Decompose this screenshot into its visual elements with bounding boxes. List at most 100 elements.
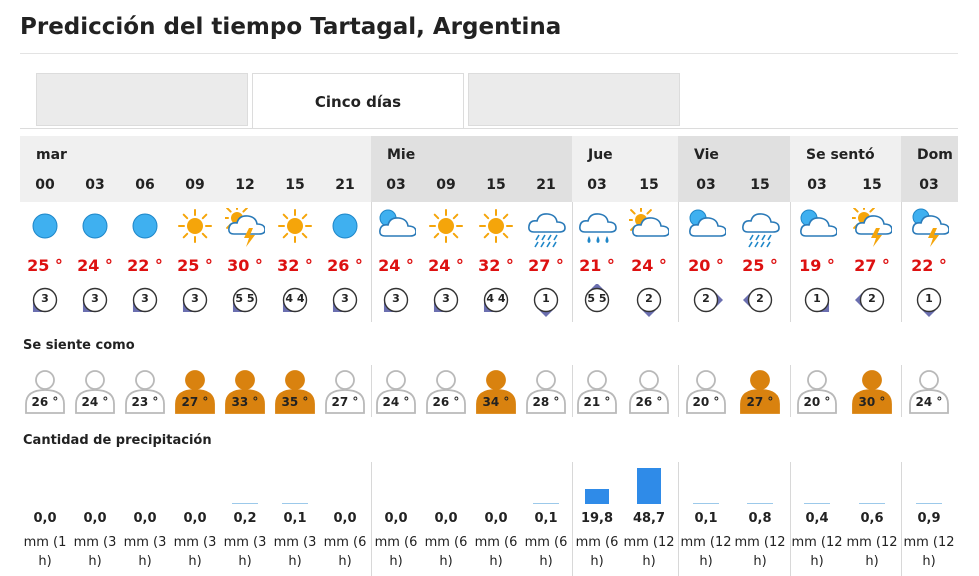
sun-icon — [275, 208, 315, 250]
person-icon — [795, 368, 839, 414]
page-title: Predicción del tiempo Tartagal, Argentin… — [20, 14, 562, 40]
moon-cloud-storm-icon — [909, 208, 950, 250]
tab-1[interactable] — [36, 73, 248, 126]
precipitation-label: Cantidad de precipitación — [23, 433, 212, 448]
precip-value: 0,0 — [434, 511, 458, 526]
precip-unit-line: h) — [539, 554, 553, 569]
hour-label: 00 — [35, 177, 55, 193]
wind-speed: 3 — [141, 292, 149, 305]
wind-indicator: 1 — [800, 284, 834, 318]
precip-value: 0,0 — [333, 511, 357, 526]
precip-unit-line: mm (12 — [903, 535, 955, 550]
precip-unit-line: h) — [489, 554, 503, 569]
wind-indicator: 1 — [529, 284, 563, 318]
precip-unit-line: mm (3 — [273, 535, 317, 550]
wind-indicator: 5 5 — [228, 284, 262, 318]
precip-value: 0,1 — [283, 511, 307, 526]
day-separator — [901, 365, 902, 417]
precip-unit: mm (12 h) — [791, 533, 843, 571]
feels-like-value: 24 ° — [382, 395, 410, 409]
tab-five-days[interactable]: Cinco días — [252, 73, 464, 129]
day-separator — [901, 202, 902, 322]
precip-unit-line: h) — [439, 554, 453, 569]
precip-unit: mm (6 h) — [520, 533, 572, 571]
feels-like-value: 33 ° — [231, 395, 259, 409]
day-separator — [371, 462, 372, 576]
precip-unit-line: h) — [642, 554, 656, 569]
day-separator — [371, 365, 372, 417]
day-separator — [371, 202, 372, 322]
hour-label: 15 — [750, 177, 770, 193]
wind-indicator: 1 — [912, 284, 946, 318]
hour-label: 06 — [135, 177, 155, 193]
feels-like-value: 24 ° — [81, 395, 109, 409]
precip-unit: mm (1 h) — [19, 533, 71, 571]
precip-unit: mm (12 h) — [623, 533, 675, 571]
temperature: 24 ° — [378, 256, 414, 275]
precip-unit: mm (6 h) — [370, 533, 422, 571]
feels-like-value: 20 ° — [803, 395, 831, 409]
wind-speed: 3 — [191, 292, 199, 305]
moon-cloud-icon — [797, 208, 838, 250]
moon-icon — [325, 208, 365, 250]
wind-indicator: 3 — [128, 284, 162, 318]
moon-cloud-icon — [686, 208, 727, 250]
precip-unit-line: h) — [389, 554, 403, 569]
temperature: 19 ° — [799, 256, 835, 275]
wind-indicator: 3 — [379, 284, 413, 318]
precip-bar — [585, 489, 609, 504]
precip-unit: mm (12 h) — [846, 533, 898, 571]
hour-label: 15 — [639, 177, 659, 193]
temperature: 26 ° — [327, 256, 363, 275]
tab-3[interactable] — [468, 73, 680, 126]
feels-like-value: 30 ° — [858, 395, 886, 409]
sun-cloud-storm-icon — [222, 203, 266, 250]
wind-speed: 2 — [756, 292, 764, 305]
precip-bar — [637, 468, 661, 504]
moon-icon — [75, 208, 115, 250]
day-separator — [678, 462, 679, 576]
wind-speed: 1 — [925, 292, 933, 305]
temperature: 24 ° — [428, 256, 464, 275]
precip-unit-line: mm (6 — [474, 535, 518, 550]
wind-indicator: 2 — [855, 284, 889, 318]
precip-unit-line: h) — [922, 554, 936, 569]
cloud-rain-icon — [740, 208, 780, 250]
hour-label: 03 — [696, 177, 716, 193]
wind-indicator: 3 — [328, 284, 362, 318]
sun-icon — [426, 208, 466, 250]
wind-indicator: 4 4 — [479, 284, 513, 318]
hour-label: 09 — [185, 177, 205, 193]
moon-icon — [125, 208, 165, 250]
hour-label: 15 — [285, 177, 305, 193]
feels-like-value: 21 ° — [583, 395, 611, 409]
precip-unit-line: mm (3 — [223, 535, 267, 550]
sun-cloud-icon — [626, 205, 670, 250]
day-header-0 — [20, 136, 371, 202]
hour-label: 21 — [536, 177, 556, 193]
person-icon — [524, 368, 568, 414]
wind-speed: 2 — [868, 292, 876, 305]
day-header-5 — [901, 136, 958, 202]
day-separator — [790, 462, 791, 576]
precip-unit: mm (12 h) — [680, 533, 732, 571]
temperature: 22 ° — [911, 256, 947, 275]
precip-unit-line: h) — [753, 554, 767, 569]
precip-bar — [916, 503, 942, 504]
precip-value: 0,0 — [133, 511, 157, 526]
precip-unit-line: h) — [590, 554, 604, 569]
person-icon — [73, 368, 117, 414]
precip-value: 19,8 — [580, 511, 614, 526]
day-header-1 — [371, 136, 572, 202]
wind-indicator: 2 — [743, 284, 777, 318]
precip-value: 0,1 — [694, 511, 718, 526]
precip-value: 0,9 — [917, 511, 941, 526]
wind-speed: 4 4 — [285, 292, 305, 305]
person-icon — [627, 368, 671, 414]
hour-label: 09 — [436, 177, 456, 193]
person-icon — [575, 368, 619, 414]
hour-label: 03 — [587, 177, 607, 193]
precip-unit: mm (3 h) — [269, 533, 321, 571]
temperature: 24 ° — [631, 256, 667, 275]
temperature: 27 ° — [528, 256, 564, 275]
